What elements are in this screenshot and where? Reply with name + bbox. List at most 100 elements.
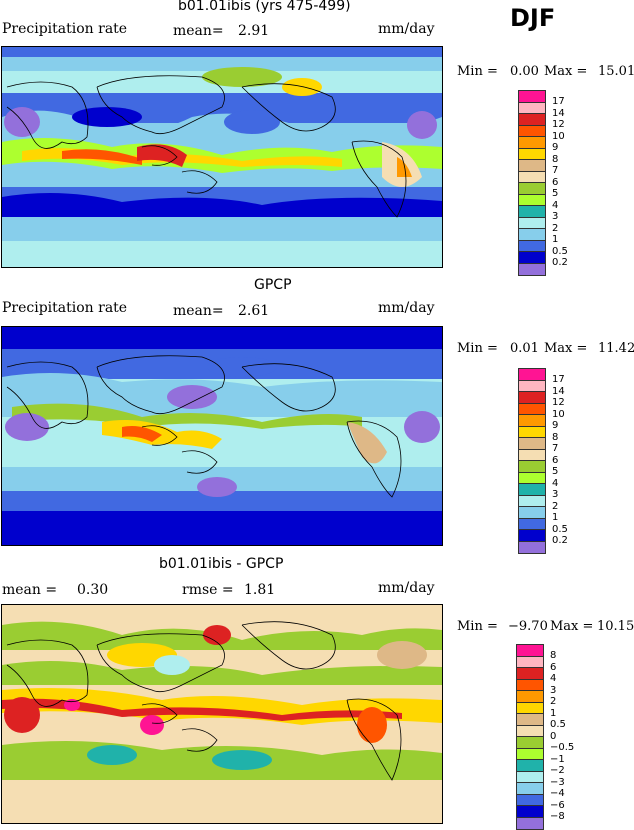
- panel1-variable-label: Precipitation rate: [2, 21, 128, 37]
- legend-label: −8: [550, 811, 565, 822]
- legend-label: 1: [552, 512, 559, 523]
- panel3-map: [1, 604, 443, 824]
- legend-label: 5: [552, 188, 559, 199]
- panel1-mean-value: 2.91: [238, 23, 270, 39]
- panel2-max-value: 11.42: [598, 341, 634, 356]
- swatch: [517, 656, 543, 668]
- legend-label: 5: [552, 466, 559, 477]
- legend-label: −1: [550, 753, 565, 765]
- swatch: [519, 240, 545, 252]
- panel1-mean-label: mean=: [173, 23, 224, 39]
- swatch: [519, 495, 545, 507]
- legend-label: 4: [552, 199, 559, 211]
- panel3-max-value: 10.15: [597, 619, 634, 634]
- panel1-map: [1, 46, 443, 268]
- swatch: [517, 668, 543, 680]
- legend-label: 7: [552, 443, 559, 454]
- panel1-units: mm/day: [378, 21, 435, 37]
- panel2-min-value: 0.01: [510, 341, 539, 356]
- panel2-map: [1, 326, 443, 546]
- panel3-units: mm/day: [378, 580, 435, 596]
- panel3-rmse-value: 1.81: [244, 582, 276, 598]
- swatch: [519, 114, 545, 126]
- swatch: [519, 102, 545, 114]
- panel1-max-label: Max =: [544, 64, 588, 79]
- panel1-min-value: 0.00: [510, 64, 539, 79]
- swatch: [519, 426, 545, 438]
- panel2-title: GPCP: [254, 277, 292, 293]
- swatch: [519, 206, 545, 218]
- swatch: [519, 392, 545, 404]
- legend-label: −2: [550, 765, 565, 776]
- legend-label: −4: [550, 788, 565, 799]
- legend-label: 0.5: [550, 719, 566, 730]
- swatch: [517, 737, 543, 749]
- legend-label: 8: [550, 650, 557, 661]
- panel3-title: b01.01ibis - GPCP: [159, 556, 284, 572]
- swatch: [519, 125, 545, 137]
- swatch: [519, 194, 545, 206]
- swatch: [519, 472, 545, 484]
- legend-label: 6: [552, 454, 559, 466]
- panel3-mean-label: mean =: [2, 582, 58, 598]
- panel2-map-svg: [2, 327, 442, 545]
- panel2-min-label: Min =: [457, 341, 498, 356]
- legend-label: 14: [552, 107, 565, 119]
- legend-label: 17: [552, 96, 565, 107]
- swatch: [517, 771, 543, 783]
- legend-label: 2: [550, 696, 557, 707]
- panel3-min-value: −9.70: [508, 619, 548, 634]
- legend-label: 3: [552, 211, 559, 222]
- swatch: [519, 171, 545, 183]
- swatch: [519, 518, 545, 530]
- legend-label: 0: [550, 730, 557, 742]
- legend-label: 8: [552, 153, 559, 165]
- swatch: [517, 714, 543, 726]
- legend-label: −0.5: [550, 742, 575, 753]
- panel1-title: b01.01ibis (yrs 475-499): [178, 0, 351, 14]
- swatch: [519, 369, 545, 381]
- swatch: [519, 484, 545, 496]
- swatch: [519, 449, 545, 461]
- swatch: [519, 438, 545, 450]
- legend-label: 4: [550, 673, 557, 684]
- swatch: [517, 806, 543, 818]
- legend-label: 6: [552, 176, 559, 188]
- legend-label: 1: [550, 707, 557, 719]
- swatch: [517, 679, 543, 691]
- swatch: [517, 702, 543, 714]
- legend-label: 0.2: [552, 257, 568, 268]
- legend-label: 12: [552, 119, 565, 130]
- legend-label: 17: [552, 374, 565, 385]
- panel2-max-label: Max =: [544, 341, 588, 356]
- panel3-rmse-label: rmse =: [182, 582, 234, 598]
- swatch: [519, 183, 545, 195]
- legend-label: 12: [552, 397, 565, 408]
- swatch: [519, 380, 545, 392]
- panel1-min-label: Min =: [457, 64, 498, 79]
- swatch: [519, 148, 545, 160]
- swatch: [517, 691, 543, 703]
- legend-label: −6: [550, 799, 565, 811]
- legend-label: 4: [552, 477, 559, 489]
- legend-label: 2: [552, 222, 559, 234]
- swatch: [519, 217, 545, 229]
- panel3-map-svg: [2, 605, 442, 823]
- legend-label: 7: [552, 165, 559, 176]
- panel2-mean-label: mean=: [173, 303, 224, 319]
- swatch: [517, 645, 543, 657]
- panel1-map-svg: [2, 47, 442, 267]
- swatch: [519, 160, 545, 172]
- swatch: [519, 91, 545, 103]
- panel1-max-value: 15.01: [598, 64, 634, 79]
- panel3-max-label: Max =: [550, 619, 594, 634]
- legend-label: 0.5: [552, 523, 568, 535]
- legend-label: 3: [550, 684, 557, 696]
- panel1-colorbar: [518, 90, 546, 276]
- swatch: [519, 461, 545, 473]
- swatch: [519, 229, 545, 241]
- swatch: [519, 415, 545, 427]
- legend-label: 1: [552, 234, 559, 245]
- swatch: [519, 137, 545, 149]
- swatch: [517, 794, 543, 806]
